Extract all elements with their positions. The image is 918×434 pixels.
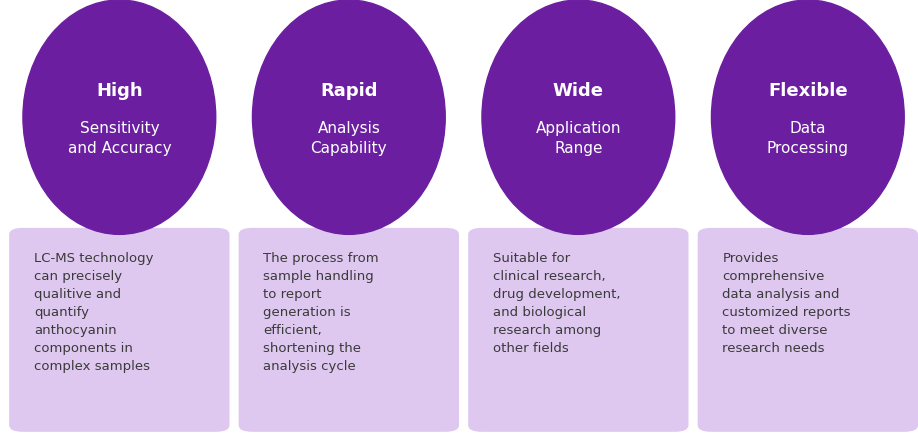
Text: High: High — [96, 82, 142, 100]
Text: Sensitivity
and Accuracy: Sensitivity and Accuracy — [68, 121, 171, 156]
Text: Flexible: Flexible — [768, 82, 847, 100]
Text: Rapid: Rapid — [320, 82, 377, 100]
FancyBboxPatch shape — [239, 228, 459, 432]
Text: LC-MS technology
can precisely
qualitive and
quantify
anthocyanin
components in
: LC-MS technology can precisely qualitive… — [34, 252, 153, 373]
Ellipse shape — [252, 0, 445, 234]
Text: The process from
sample handling
to report
generation is
efficient,
shortening t: The process from sample handling to repo… — [263, 252, 379, 373]
Text: Wide: Wide — [553, 82, 604, 100]
FancyBboxPatch shape — [468, 228, 688, 432]
Text: Data
Processing: Data Processing — [767, 121, 849, 156]
Ellipse shape — [23, 0, 216, 234]
Text: Suitable for
clinical research,
drug development,
and biological
research among
: Suitable for clinical research, drug dev… — [493, 252, 621, 355]
Text: Analysis
Capability: Analysis Capability — [310, 121, 387, 156]
Ellipse shape — [482, 0, 675, 234]
Ellipse shape — [711, 0, 904, 234]
Text: Provides
comprehensive
data analysis and
customized reports
to meet diverse
rese: Provides comprehensive data analysis and… — [722, 252, 851, 355]
FancyBboxPatch shape — [698, 228, 918, 432]
FancyBboxPatch shape — [9, 228, 230, 432]
Text: Application
Range: Application Range — [535, 121, 621, 156]
